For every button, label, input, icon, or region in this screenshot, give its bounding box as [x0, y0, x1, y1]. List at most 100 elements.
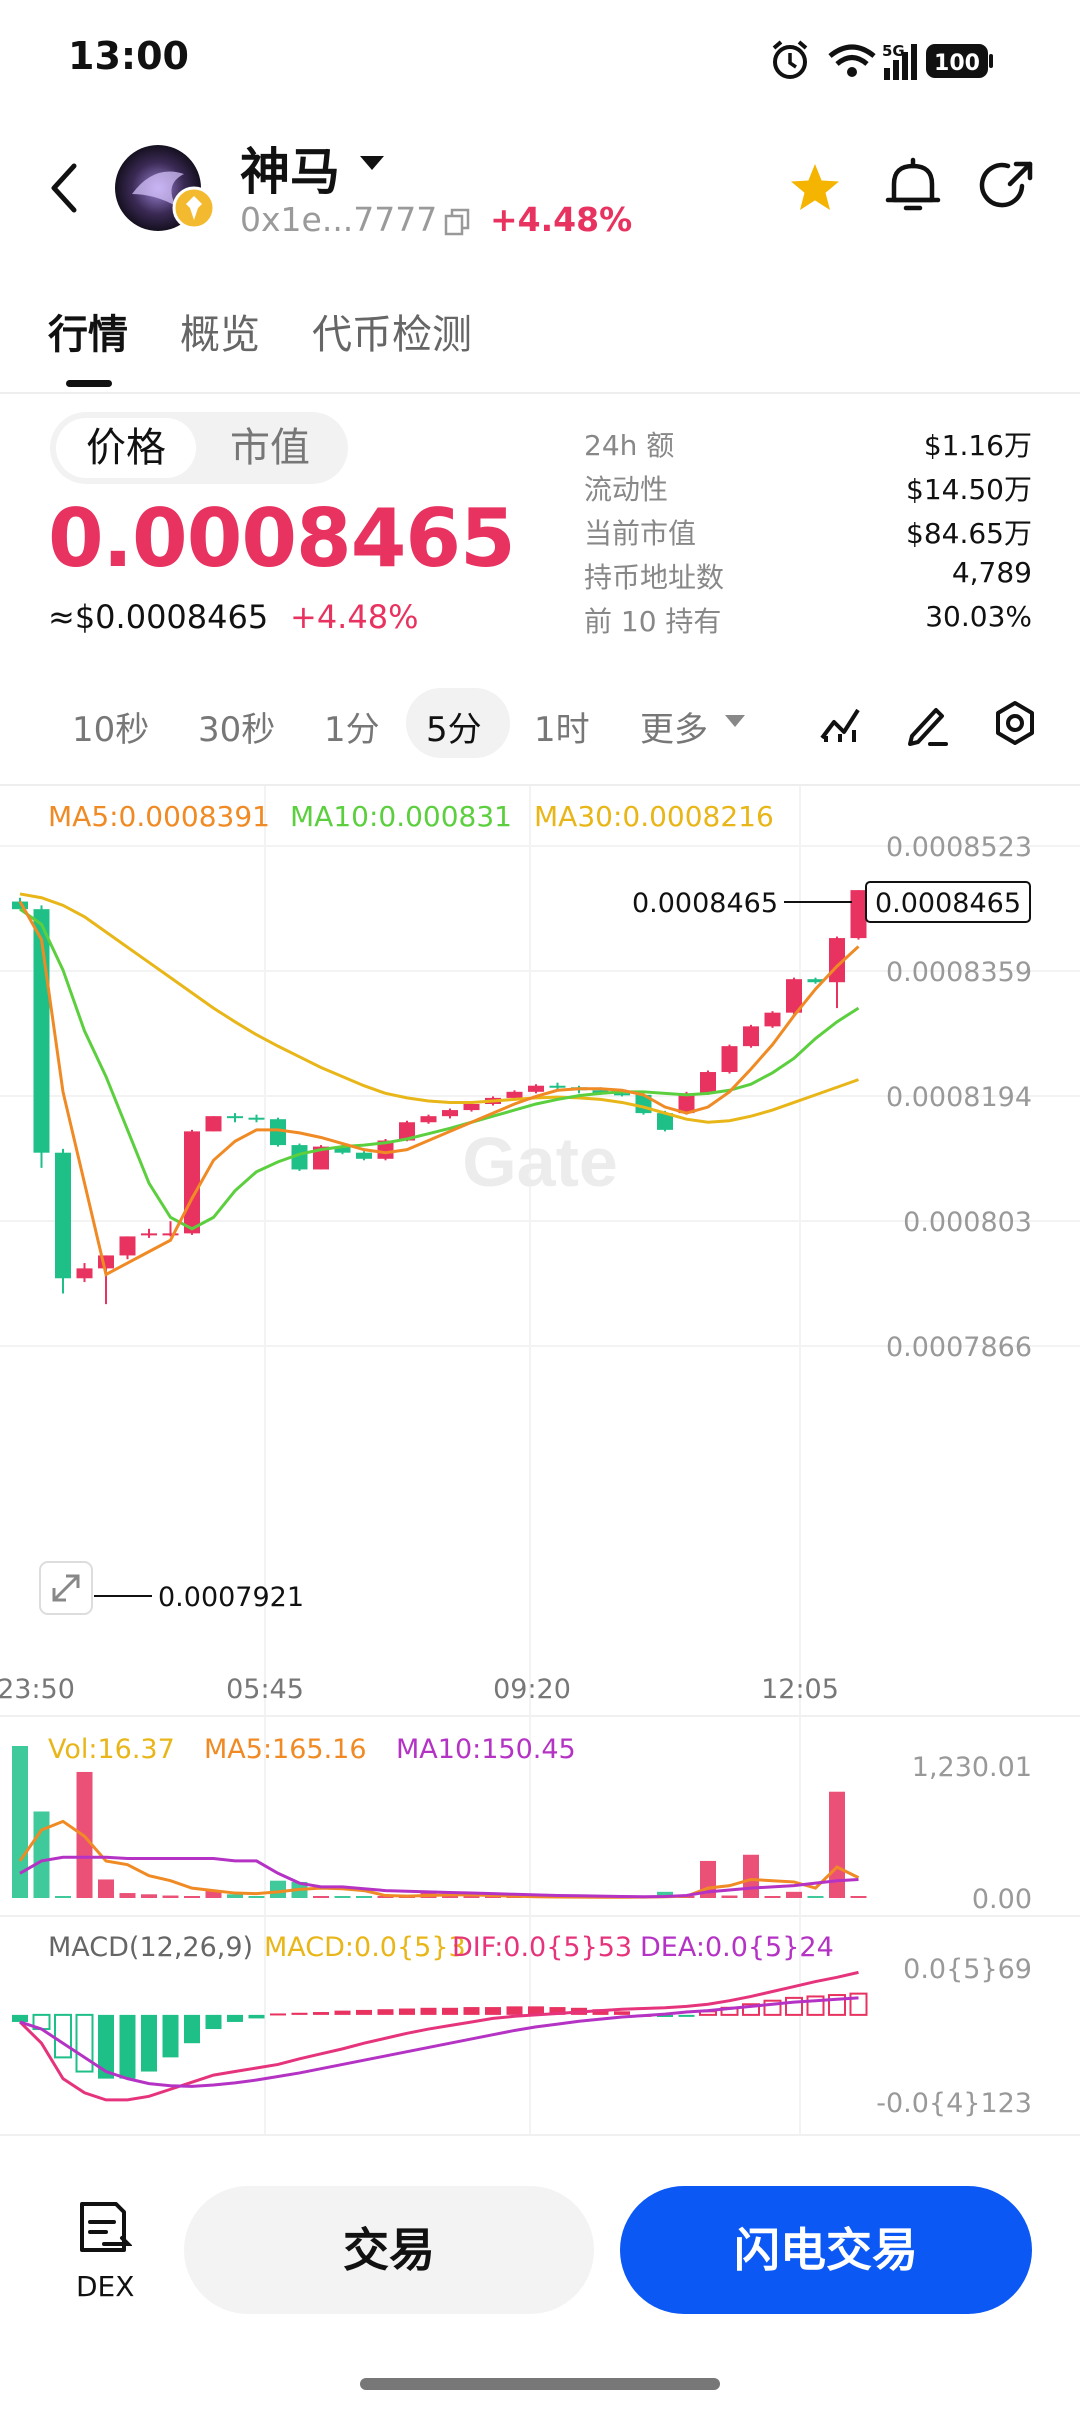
network-label: 5G	[882, 42, 905, 60]
candle-body	[506, 1091, 523, 1098]
tab-overview[interactable]: 概览	[180, 312, 260, 358]
vol-ma5-line	[18, 1819, 860, 1899]
divider	[0, 392, 1080, 394]
macd-hist-bar	[98, 2014, 114, 2079]
candle-body	[141, 1233, 157, 1236]
volume-bar	[313, 1896, 329, 1898]
timeframe-1h[interactable]: 1时	[534, 710, 590, 750]
contract-address: 0x1e...7777	[240, 200, 438, 239]
candle-body	[270, 1119, 286, 1146]
draw-pen-icon[interactable]	[904, 700, 950, 746]
price-tick-label: 0.0007866	[886, 1332, 1032, 1363]
share-icon[interactable]	[978, 156, 1038, 216]
toggle-market-cap[interactable]: 市值	[230, 425, 310, 471]
copy-icon[interactable]	[444, 208, 472, 238]
macd-hist-bar	[506, 2006, 523, 2015]
toggle-price[interactable]: 价格	[56, 418, 196, 478]
tab-market[interactable]: 行情	[48, 312, 128, 358]
stat-label-top10: 前 10 持有	[584, 605, 722, 638]
candle-body	[162, 1233, 179, 1236]
volume-bar	[141, 1894, 157, 1898]
volume-bar	[786, 1891, 802, 1898]
price-tick-label: 0.0008194	[886, 1082, 1032, 1113]
macd-title: MACD(12,26,9)	[48, 1932, 253, 1963]
ma5-line	[18, 900, 860, 1277]
candle-body	[399, 1122, 415, 1141]
volume-bar	[807, 1896, 824, 1898]
candle-body	[549, 1085, 566, 1088]
token-avatar[interactable]	[114, 144, 218, 234]
volume-bar	[850, 1896, 867, 1898]
status-time: 13:00	[68, 34, 189, 78]
macd-hist-bar	[162, 2014, 179, 2058]
vol-ma5-legend: MA5:165.16	[204, 1734, 367, 1765]
timeframe-30s[interactable]: 30秒	[198, 710, 276, 750]
tab-token-check[interactable]: 代币检测	[312, 312, 472, 358]
dex-label[interactable]: DEX	[76, 2270, 135, 2303]
timeframe-5m[interactable]: 5分	[426, 710, 482, 750]
volume-bar	[764, 1896, 781, 1898]
timeframe-more[interactable]: 更多	[640, 710, 708, 750]
macd-hist-bar	[205, 2014, 222, 2030]
more-chevron-icon[interactable]	[724, 714, 746, 730]
macd-hist-bar	[742, 2003, 760, 2016]
macd-histogram	[12, 1992, 868, 2079]
chevron-down-icon[interactable]	[358, 154, 386, 174]
time-x-axis: 23:50 05:45 09:20 12:05	[0, 1674, 839, 1705]
divider	[0, 784, 1080, 786]
settings-hexagon-icon[interactable]	[992, 700, 1038, 746]
battery-level: 100	[934, 51, 980, 76]
macd-hist-bar	[248, 2014, 265, 2019]
trade-button[interactable]: 交易	[184, 2186, 594, 2314]
volume-bar	[162, 1895, 179, 1898]
macd-panel: MACD(12,26,9) MACD:0.0{5}3 DIF:0.0{5}53 …	[0, 1915, 1080, 2119]
dea-line	[19, 1996, 859, 2088]
token-name[interactable]: 神马	[240, 143, 340, 201]
volume-ma-lines	[18, 1819, 860, 1899]
watermark-text: Gate	[462, 1123, 618, 1201]
stat-value-volume: $1.16万	[923, 429, 1032, 462]
candle-body	[700, 1072, 716, 1094]
macd-hist-bar	[141, 2014, 157, 2072]
macd-hist-bar	[528, 2006, 544, 2015]
candle-body	[98, 1255, 114, 1269]
timeframe-10s[interactable]: 10秒	[72, 710, 150, 750]
ma5-legend: MA5:0.0008391	[48, 800, 270, 833]
candle-body	[184, 1131, 200, 1234]
last-price-label: 0.0008465	[632, 888, 778, 919]
volume-bar	[33, 1811, 50, 1898]
indicator-icon[interactable]	[818, 702, 862, 746]
dif-value: DIF:0.0{5}53	[452, 1932, 632, 1963]
back-icon[interactable]	[46, 160, 82, 216]
macd-hist-bar	[614, 2011, 630, 2015]
candle-body	[528, 1085, 544, 1092]
macd-hist-bar	[463, 2007, 480, 2015]
volume-bar	[463, 1896, 480, 1898]
volume-bar	[270, 1880, 286, 1898]
candle-body	[807, 979, 824, 983]
price-chart[interactable]: Gate MA5:0.0008391 MA10:0.000831 MA30:0.…	[0, 786, 1080, 2134]
stat-label-mcap: 当前市值	[584, 517, 697, 550]
volume-bar	[248, 1896, 265, 1898]
volume-bar	[119, 1893, 136, 1898]
stat-value-liquidity: $14.50万	[906, 473, 1032, 506]
volume-bar	[356, 1896, 372, 1898]
macd-hist-bar	[313, 2012, 329, 2015]
timeframe-1m[interactable]: 1分	[324, 710, 380, 750]
volume-bar	[743, 1854, 759, 1898]
volume-bar	[12, 1746, 28, 1898]
star-icon[interactable]	[788, 162, 842, 214]
dex-icon[interactable]	[76, 2200, 132, 2260]
ma30-legend: MA30:0.0008216	[534, 800, 774, 833]
bell-icon[interactable]	[884, 156, 942, 216]
chain-badge-icon	[172, 186, 216, 230]
candle-body	[55, 1152, 71, 1279]
time-tick-label: 09:20	[493, 1674, 571, 1705]
candle-body	[205, 1116, 222, 1132]
low-price-marker: 0.0007921	[94, 1582, 304, 1613]
macd-hist-bar	[184, 2014, 200, 2044]
flash-trade-button[interactable]: 闪电交易	[620, 2186, 1032, 2314]
last-price-tag: 0.0008465	[875, 888, 1021, 919]
macd-hist-bar	[119, 2014, 136, 2079]
price-tick-label: 0.0008359	[886, 957, 1032, 988]
